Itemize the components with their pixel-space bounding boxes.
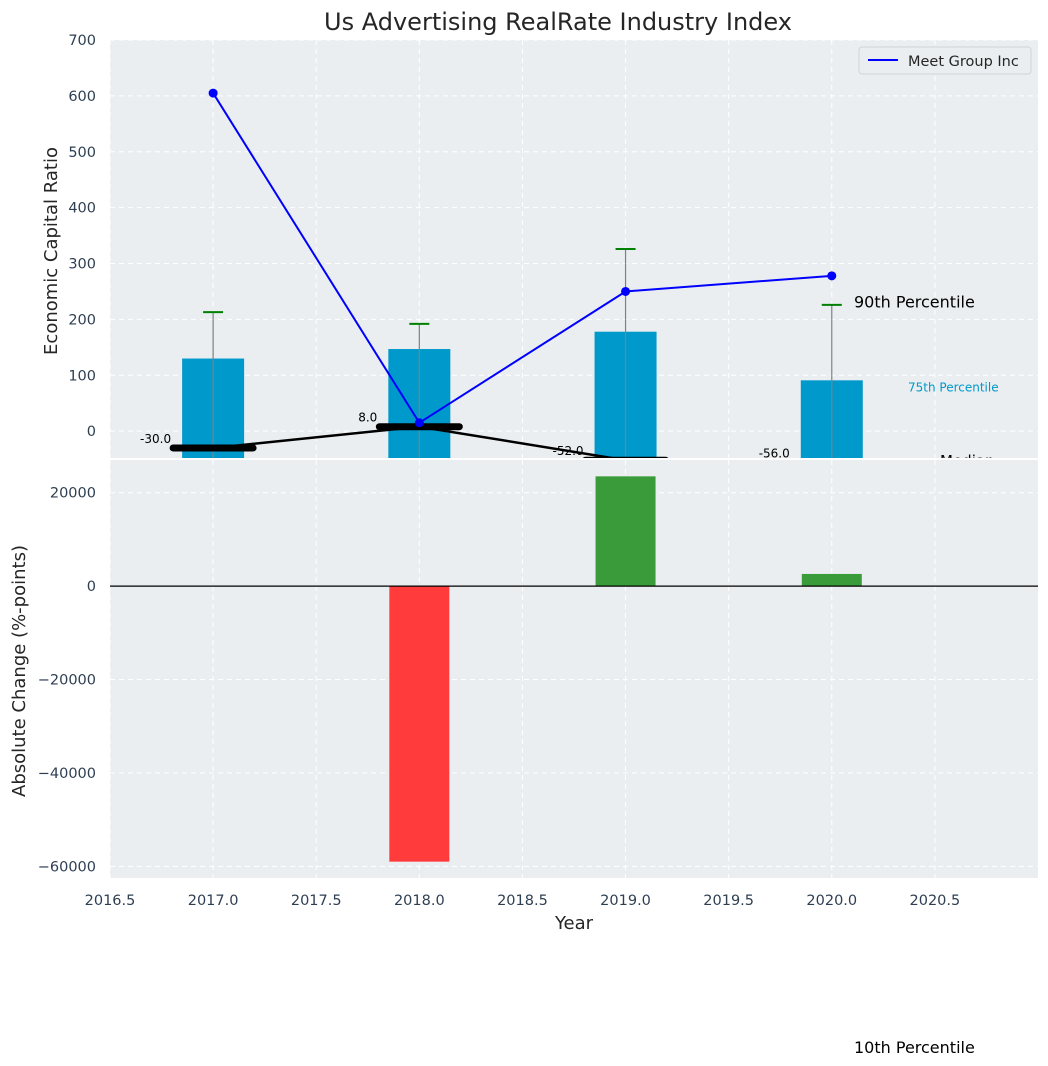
median-value-label: -52.0 xyxy=(552,444,583,458)
bottom-y-tick-label: 0 xyxy=(87,579,96,595)
bottom-y-tick-label: −60000 xyxy=(38,859,96,875)
chart-title: Us Advertising RealRate Industry Index xyxy=(324,8,792,36)
top-y-tick-label: 100 xyxy=(68,368,96,384)
median-value-label: -56.0 xyxy=(759,446,790,460)
top-gridlines xyxy=(109,39,1038,458)
x-tick-label: 2018.0 xyxy=(394,893,445,909)
annotation-90th-percentile: 90th Percentile xyxy=(854,293,975,312)
meet-group-point xyxy=(208,88,218,98)
bottom-panel: −60000 −40000 −20000 0 20000 2016.5 2017.0 2017… xyxy=(9,460,1038,934)
top-plot-area: -30.0 8.0 -52.0 -56.0 90th Percentile 75th Pe… xyxy=(140,88,999,470)
x-tick-label: 2019.0 xyxy=(600,893,651,909)
meet-group-point xyxy=(621,286,631,296)
x-ticks: 2016.5 2017.0 2017.5 2018.0 2018.5 2019.0 2019… xyxy=(85,893,961,909)
change-bar xyxy=(801,573,862,587)
x-tick-label: 2017.0 xyxy=(188,893,239,909)
top-y-tick-label: 700 xyxy=(68,33,96,49)
median-value-label: 8.0 xyxy=(358,411,377,425)
bottom-y-tick-label: −20000 xyxy=(38,673,96,689)
x-axis-label: Year xyxy=(554,913,594,934)
median-value-label: -30.0 xyxy=(140,432,171,446)
legend-label: Meet Group Inc xyxy=(908,54,1019,70)
annotation-75th-percentile: 75th Percentile xyxy=(908,381,999,395)
legend-box xyxy=(858,46,1032,75)
bottom-y-tick-label: 20000 xyxy=(50,486,96,502)
annotation-median: Median xyxy=(940,452,995,470)
median-line xyxy=(212,425,620,458)
change-bar xyxy=(389,586,450,862)
meet-group-line xyxy=(212,92,832,425)
top-y-tick-label: 300 xyxy=(68,257,96,273)
x-tick-label: 2017.5 xyxy=(291,893,342,909)
top-y-tick-label: 500 xyxy=(68,145,96,161)
top-y-tick-label: 400 xyxy=(68,201,96,217)
top-plot-background xyxy=(110,40,1038,458)
change-bar xyxy=(595,476,656,587)
top-y-tick-label: 0 xyxy=(87,424,96,440)
top-panel: 0 100 200 300 400 500 600 700 Economic Capital R… xyxy=(41,33,1038,470)
top-y-ticks: 0 100 200 300 400 500 600 700 xyxy=(68,33,96,440)
bottom-y-ticks: −60000 −40000 −20000 0 20000 xyxy=(38,486,96,876)
x-tick-label: 2018.5 xyxy=(497,893,548,909)
x-tick-label: 2020.5 xyxy=(910,893,961,909)
annotation-10th-percentile: 10th Percentile xyxy=(854,1038,975,1057)
bottom-y-axis-label: Absolute Change (%-points) xyxy=(9,545,30,797)
bottom-plot-background xyxy=(110,460,1038,878)
meet-group-point xyxy=(827,271,837,281)
top-y-tick-label: 200 xyxy=(68,312,96,328)
x-tick-label: 2016.5 xyxy=(85,893,136,909)
top-y-axis-label: Economic Capital Ratio xyxy=(41,147,62,355)
x-tick-label: 2019.5 xyxy=(703,893,754,909)
top-y-tick-label: 600 xyxy=(68,89,96,105)
legend: Meet Group Inc xyxy=(858,46,1032,75)
bottom-y-tick-label: −40000 xyxy=(38,766,96,782)
meet-group-point xyxy=(414,418,424,428)
x-tick-label: 2020.0 xyxy=(806,893,857,909)
